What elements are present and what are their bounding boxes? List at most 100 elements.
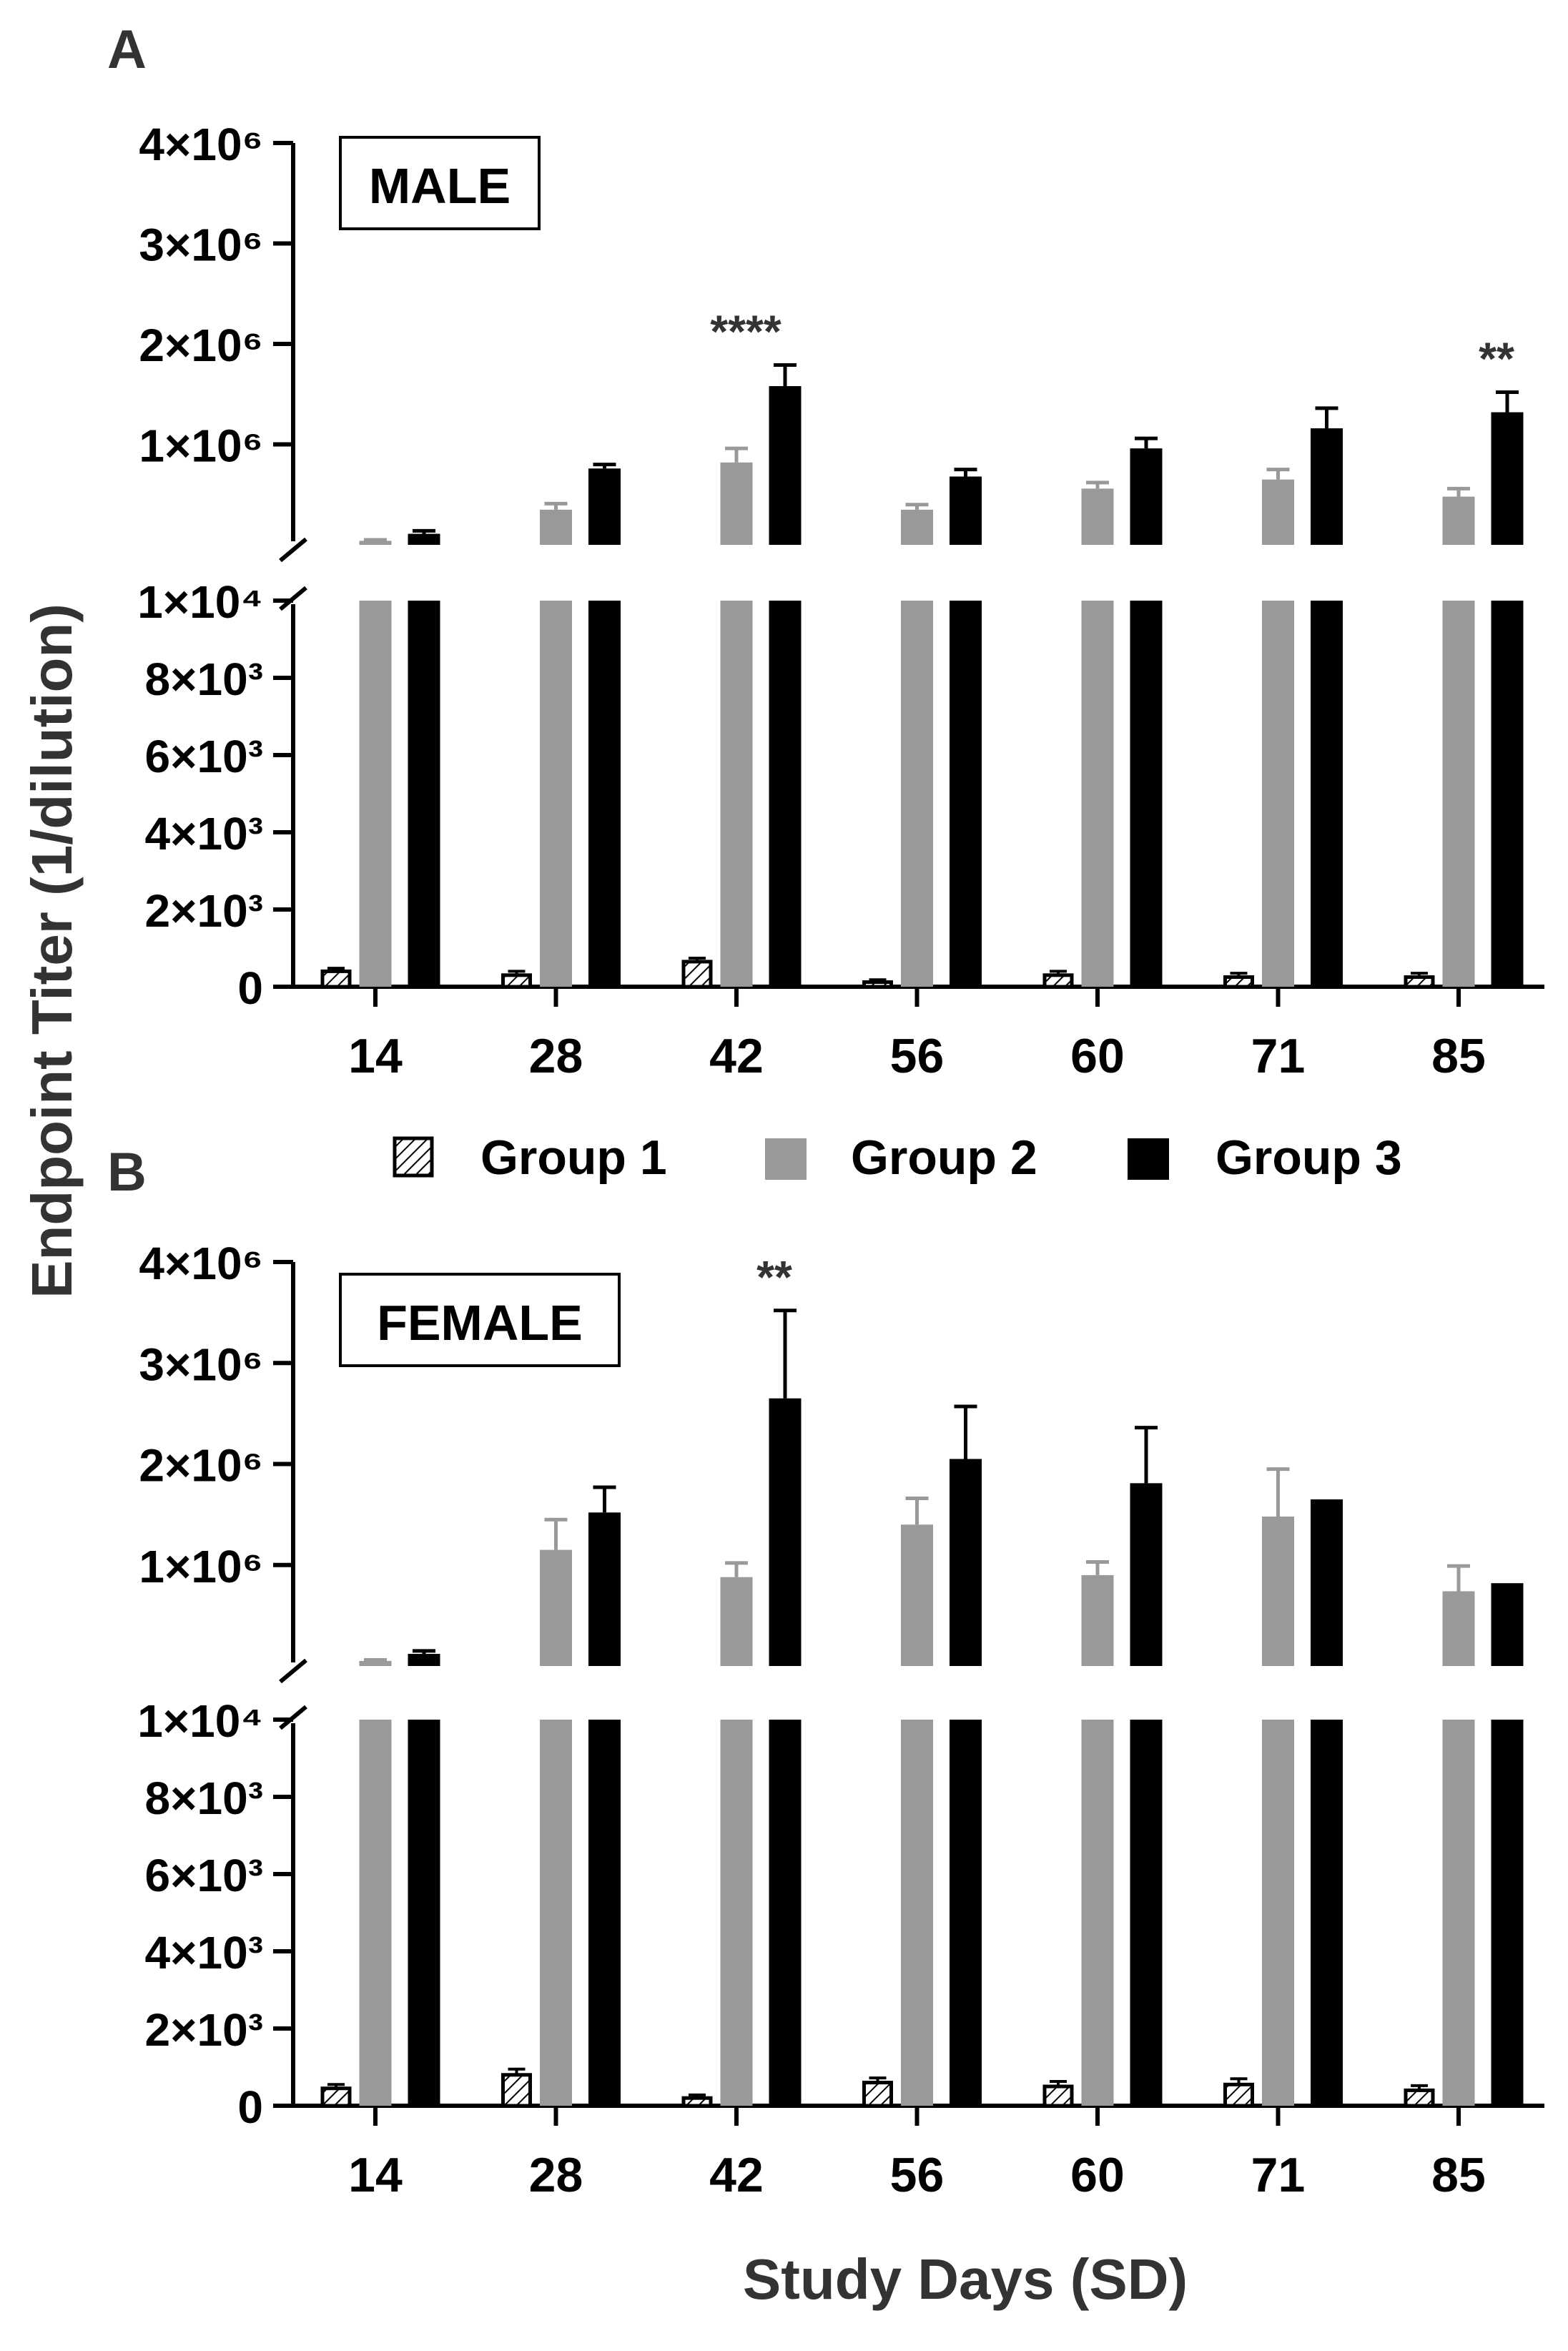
bar-group3-sd71	[1311, 1499, 1343, 1666]
bar-group2-sd56	[901, 509, 933, 545]
bar-group3-sd85	[1491, 1583, 1524, 1666]
y-tick-label: 0	[237, 2081, 263, 2133]
bar-group3-sd85	[1491, 412, 1524, 545]
bar-group3-sd14	[408, 533, 440, 545]
bar-group3-sd42	[769, 386, 802, 545]
bar-group3-sd56	[950, 1459, 982, 1666]
x-tick-label: 42	[709, 1029, 764, 1083]
bar-group3-sd14	[408, 1654, 440, 1666]
legend-label-group1: Group 1	[480, 1130, 667, 1185]
y-tick-label: 4×10⁶	[139, 1238, 263, 1289]
y-tick-label: 6×10³	[145, 731, 263, 782]
bar-group2-sd42-lower	[720, 601, 753, 987]
y-tick-label: 2×10⁶	[139, 320, 263, 371]
significance-annotation: ****	[710, 306, 781, 358]
bar-group3-sd56-lower	[950, 1720, 982, 2106]
bar-group2-sd56-lower	[901, 1720, 933, 2106]
legend-swatch-group3	[1128, 1138, 1169, 1180]
y-tick-label: 4×10⁶	[139, 119, 263, 170]
bar-group1-sd85	[1404, 975, 1435, 989]
bar-group3-sd60-lower	[1130, 601, 1163, 987]
bar-group3-sd56-lower	[950, 601, 982, 987]
bar-group3-sd28-lower	[588, 1720, 621, 2106]
bar-group2-sd60	[1081, 1574, 1114, 1666]
significance-annotation: **	[1479, 332, 1514, 384]
y-tick-label: 3×10⁶	[139, 220, 263, 271]
bar-group1-sd71	[1223, 2082, 1254, 2108]
panel-label-a: A	[107, 19, 147, 80]
legend-label-group2: Group 2	[851, 1130, 1037, 1185]
bar-group2-sd60	[1081, 488, 1114, 545]
x-tick-label: 42	[709, 2148, 764, 2202]
bar-group1-sd14	[320, 2086, 352, 2108]
y-axis-label: Endpoint Titer (1/dilution)	[20, 603, 84, 1298]
bar-group3-sd71-lower	[1311, 601, 1343, 987]
bar-group3-sd28-lower	[588, 601, 621, 987]
axis-break-mark	[279, 537, 307, 563]
bar-group1-sd42	[681, 960, 713, 989]
bar-group3-sd28	[588, 468, 621, 545]
legend-swatch-group1	[393, 1136, 434, 1178]
bar-group2-sd56	[901, 1524, 933, 1666]
bar-group3-sd14-lower	[408, 1720, 440, 2106]
y-tick-label: 6×10³	[145, 1850, 263, 1901]
bar-group1-sd42	[681, 2096, 713, 2108]
x-tick-label: 60	[1070, 1029, 1125, 1083]
x-tick-label: 28	[529, 2148, 583, 2202]
y-tick-label: 4×10³	[145, 1927, 263, 1978]
bar-group2-sd71	[1262, 479, 1294, 545]
bar-group1-sd28	[501, 973, 532, 989]
bar-group3-sd71-lower	[1311, 1720, 1343, 2106]
bar-group2-sd56-lower	[901, 601, 933, 987]
bar-group2-sd42	[720, 1577, 753, 1666]
bar-group2-sd14	[359, 1660, 392, 1666]
bar-group3-sd28	[588, 1512, 621, 1666]
legend: Group 1 Group 2 Group 3	[393, 1130, 1402, 1185]
bar-group3-sd42-lower	[769, 1720, 802, 2106]
x-tick-label: 71	[1251, 2148, 1306, 2202]
bar-group2-sd71	[1262, 1516, 1294, 1666]
y-tick-label: 1×10⁶	[139, 420, 263, 472]
bar-group3-sd56	[950, 476, 982, 545]
bar-group3-sd60	[1130, 448, 1163, 545]
bar-group1-sd28	[501, 2073, 532, 2108]
x-tick-label: 71	[1251, 1029, 1306, 1083]
y-tick-label: 4×10³	[145, 808, 263, 859]
bar-group3-sd14-lower	[408, 601, 440, 987]
x-axis-label: Study Days (SD)	[743, 2247, 1188, 2311]
y-tick-label: 8×10³	[145, 654, 263, 705]
x-tick-label: 56	[890, 1029, 945, 1083]
x-tick-label: 14	[348, 2148, 403, 2202]
bar-group2-sd28	[540, 1549, 572, 1666]
axis-break-mark	[279, 1658, 307, 1684]
bar-group2-sd85	[1442, 1591, 1475, 1666]
panel-title-box	[339, 136, 541, 230]
bar-group2-sd14-lower	[359, 1720, 392, 2106]
bar-group3-sd71	[1311, 428, 1343, 545]
bar-group3-sd85-lower	[1491, 601, 1524, 987]
bar-group3-sd42	[769, 1398, 802, 1666]
legend-label-group3: Group 3	[1216, 1130, 1402, 1185]
y-tick-label: 8×10³	[145, 1773, 263, 1824]
bar-group1-sd60	[1042, 973, 1074, 989]
bar-group2-sd60-lower	[1081, 601, 1114, 987]
y-tick-label: 2×10³	[145, 2004, 263, 2056]
bar-group2-sd60-lower	[1081, 1720, 1114, 2106]
bar-group3-sd60-lower	[1130, 1720, 1163, 2106]
bar-group1-sd56	[862, 980, 893, 989]
bar-group3-sd85-lower	[1491, 1720, 1524, 2106]
y-tick-label: 1×10⁶	[139, 1541, 263, 1592]
x-tick-label: 56	[890, 2148, 945, 2202]
x-tick-label: 85	[1431, 1029, 1486, 1083]
significance-annotation: **	[756, 1251, 792, 1303]
y-tick-label: 1×10⁴	[137, 576, 263, 628]
panel-male: MALE 0 2×10³ 4×10³ 6×10³ 8×10³ 1×10⁴ 1×10⁶ 2×10⁶…	[137, 119, 1544, 1083]
y-tick-label: 2×10⁶	[139, 1440, 263, 1492]
bar-group2-sd28	[540, 509, 572, 545]
bar-group2-sd85	[1442, 496, 1475, 545]
panel-title: FEMALE	[377, 1295, 583, 1351]
x-tick-label: 85	[1431, 2148, 1486, 2202]
bar-group2-sd85-lower	[1442, 601, 1475, 987]
bar-group2-sd85-lower	[1442, 1720, 1475, 2106]
